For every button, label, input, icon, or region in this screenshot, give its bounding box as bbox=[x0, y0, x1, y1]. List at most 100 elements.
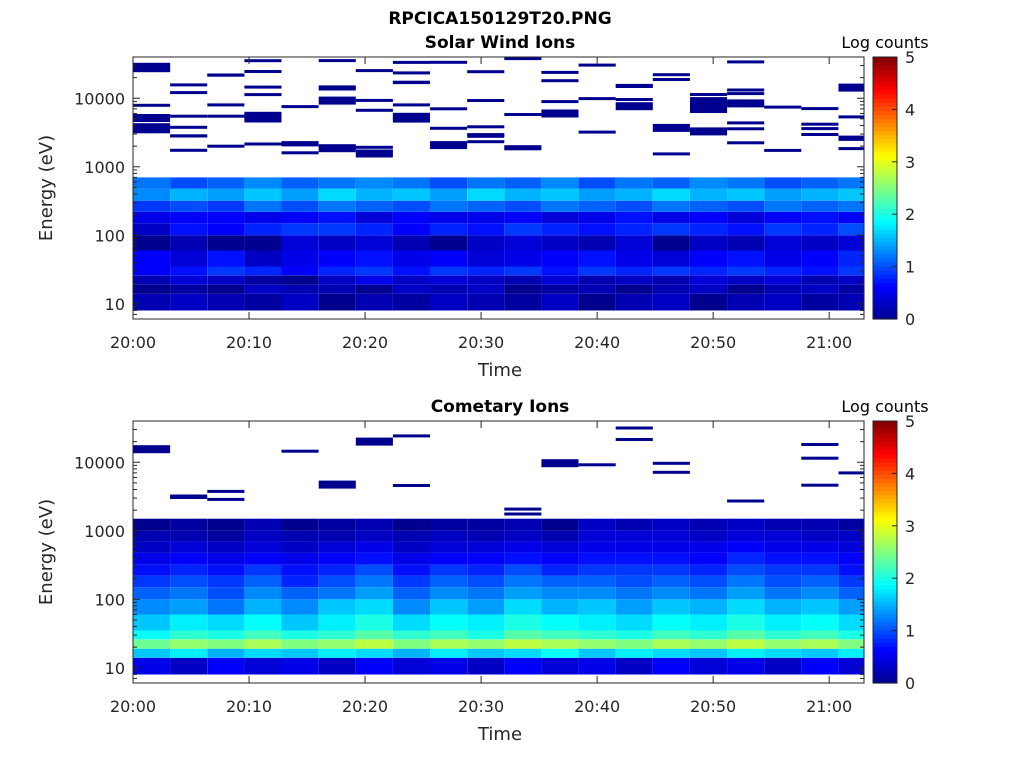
heatmap-cell bbox=[764, 587, 802, 600]
colorbar-swatch bbox=[873, 543, 897, 549]
heatmap-cell bbox=[727, 188, 765, 201]
colorbar-swatch bbox=[873, 666, 897, 672]
heatmap-sparse-cell bbox=[652, 123, 690, 132]
heatmap-cell bbox=[467, 587, 505, 600]
heatmap-sparse-cell bbox=[838, 115, 864, 119]
heatmap-cell bbox=[244, 552, 282, 565]
colorbar-swatch bbox=[873, 298, 897, 304]
heatmap-cell bbox=[764, 614, 802, 631]
heatmap-cell bbox=[504, 200, 542, 212]
heatmap-sparse-cell bbox=[467, 134, 505, 138]
heatmap-cell bbox=[727, 235, 765, 251]
heatmap-cell bbox=[133, 293, 171, 311]
heatmap-cell bbox=[838, 284, 864, 294]
heatmap-sparse-cell bbox=[244, 59, 282, 63]
heatmap-cell bbox=[504, 518, 542, 531]
heatmap-cell bbox=[652, 223, 690, 236]
y-tick-label: 1000 bbox=[84, 158, 125, 177]
heatmap-cell bbox=[652, 211, 690, 224]
heatmap-cell bbox=[207, 530, 245, 542]
heatmap-sparse-cell bbox=[133, 64, 171, 73]
heatmap-cell bbox=[207, 293, 245, 311]
heatmap-cell bbox=[615, 293, 653, 311]
heatmap-cell bbox=[615, 177, 653, 189]
heatmap-cell bbox=[652, 639, 690, 649]
heatmap-cell bbox=[133, 564, 171, 576]
colorbar-swatch bbox=[873, 93, 897, 99]
colorbar-tick-label: 3 bbox=[905, 153, 915, 172]
heatmap-cell bbox=[764, 211, 802, 224]
heatmap-cell bbox=[652, 518, 690, 531]
heatmap-cell bbox=[504, 188, 542, 201]
heatmap-sparse-cell bbox=[541, 100, 579, 104]
heatmap-cell bbox=[578, 630, 616, 640]
heatmap-cell bbox=[244, 250, 282, 267]
heatmap-sparse-cell bbox=[430, 107, 468, 111]
x-tick-label: 20:30 bbox=[458, 333, 504, 352]
x-tick-label: 20:40 bbox=[574, 333, 620, 352]
heatmap-cell bbox=[133, 250, 171, 267]
heatmap-cell bbox=[578, 266, 616, 276]
heatmap-sparse-cell bbox=[170, 114, 208, 118]
heatmap-cell bbox=[801, 564, 839, 576]
heatmap-cell bbox=[838, 235, 864, 251]
heatmap-cell bbox=[467, 266, 505, 276]
heatmap-cell bbox=[541, 275, 579, 285]
heatmap-cell bbox=[615, 657, 653, 675]
heatmap-cell bbox=[392, 599, 430, 615]
heatmap-cell bbox=[430, 211, 468, 224]
colorbar-swatch bbox=[873, 678, 897, 684]
heatmap-cell bbox=[244, 587, 282, 600]
heatmap-cell bbox=[430, 630, 468, 640]
heatmap-cell bbox=[133, 223, 171, 236]
colorbar-swatch bbox=[873, 241, 897, 246]
heatmap-cell bbox=[355, 188, 393, 201]
heatmap-cell bbox=[801, 177, 839, 189]
heatmap-cell bbox=[541, 518, 579, 531]
heatmap-cell bbox=[541, 284, 579, 294]
heatmap-cell bbox=[541, 648, 579, 658]
cometary-y-axis-label: Energy (eV) bbox=[36, 499, 57, 605]
heatmap-cell bbox=[541, 188, 579, 201]
heatmap-sparse-cell bbox=[801, 443, 839, 446]
colorbar-swatch bbox=[873, 183, 897, 189]
heatmap-cell bbox=[207, 541, 245, 553]
heatmap-cell bbox=[170, 266, 208, 276]
heatmap-sparse-cell bbox=[207, 489, 245, 493]
heatmap-cell bbox=[430, 223, 468, 236]
heatmap-cell bbox=[244, 639, 282, 649]
heatmap-cell bbox=[133, 235, 171, 251]
heatmap-cell bbox=[467, 530, 505, 542]
heatmap-cell bbox=[392, 177, 430, 189]
colorbar-swatch bbox=[873, 200, 897, 205]
heatmap-cell bbox=[541, 250, 579, 267]
colorbar-swatch bbox=[873, 167, 897, 173]
heatmap-sparse-cell bbox=[541, 459, 579, 468]
heatmap-cell bbox=[467, 518, 505, 531]
heatmap-cell bbox=[838, 575, 864, 588]
heatmap-cell bbox=[504, 587, 542, 600]
heatmap-cell bbox=[318, 250, 356, 267]
colorbar-swatch bbox=[873, 249, 897, 255]
heatmap-sparse-cell bbox=[392, 434, 430, 438]
y-tick-label: 10000 bbox=[74, 453, 125, 472]
heatmap-cell bbox=[578, 200, 616, 212]
heatmap-cell bbox=[615, 639, 653, 649]
heatmap-sparse-cell bbox=[170, 134, 208, 138]
colorbar-swatch bbox=[873, 650, 897, 655]
colorbar-swatch bbox=[873, 306, 897, 312]
heatmap-cell bbox=[504, 575, 542, 588]
heatmap-cell bbox=[467, 657, 505, 675]
colorbar-swatch bbox=[873, 662, 897, 668]
heatmap-cell bbox=[727, 250, 765, 267]
heatmap-sparse-cell bbox=[838, 147, 864, 151]
heatmap-cell bbox=[838, 293, 864, 311]
heatmap-cell bbox=[430, 518, 468, 531]
heatmap-cell bbox=[801, 630, 839, 640]
heatmap-cell bbox=[764, 293, 802, 311]
heatmap-cell bbox=[318, 614, 356, 631]
heatmap-cell bbox=[355, 648, 393, 658]
colorbar-swatch bbox=[873, 486, 897, 492]
heatmap-cell bbox=[838, 530, 864, 542]
heatmap-cell bbox=[133, 575, 171, 588]
